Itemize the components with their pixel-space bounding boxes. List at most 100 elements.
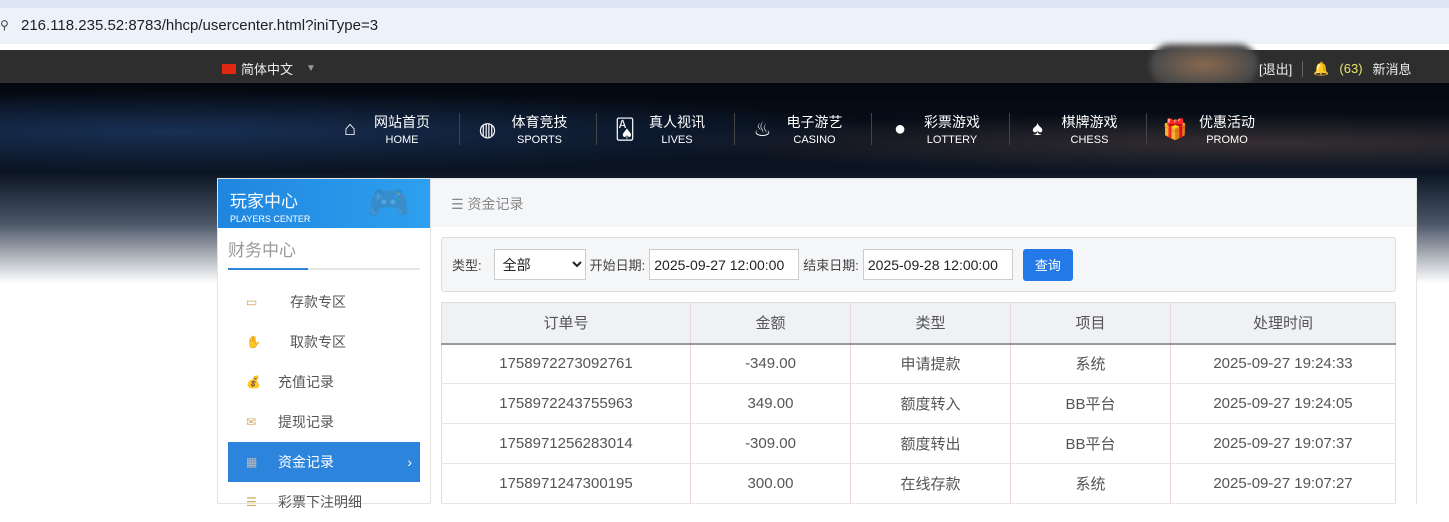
nav-sublabel: LIVES [661, 134, 693, 146]
nav-label: 优惠活动 [1199, 114, 1255, 130]
table-cell: 在线存款 [850, 463, 1011, 504]
nav-label: 电子游艺 [786, 114, 843, 130]
top-bar: 简体中文 ▼ [退出] 🔔 (63) 新消息 [0, 44, 1449, 86]
table-row: 1758972273092761 -349.00 申请提款 系统 2025-09-27 … [441, 343, 1396, 384]
site-info-icon[interactable]: ⚲ [0, 18, 9, 32]
url-text[interactable]: 216.118.235.52:8783/hhcp/usercenter.html… [21, 17, 379, 34]
type-label: 类型: [452, 258, 482, 273]
start-date-input[interactable] [649, 249, 800, 280]
end-date-input[interactable] [862, 249, 1013, 280]
column-header: 类型 [850, 302, 1011, 345]
table-cell: 2025-09-27 19:24:05 [1170, 383, 1396, 424]
start-date-label: 开始日期: [589, 258, 646, 273]
nav-label: 棋牌游戏 [1061, 114, 1118, 130]
nav-label: 体育竞技 [511, 114, 568, 130]
nav-item-sports[interactable]: ◍ 体育竞技 SPORTS [460, 113, 597, 146]
sidebar-item[interactable]: ☰ 彩票下注明细 [228, 482, 420, 522]
nav-sublabel: SPORTS [516, 134, 563, 146]
table-cell: 1758972243755963 [441, 383, 691, 424]
section-heading: 财务中心 [228, 236, 420, 270]
sidebar-item-icon: ✋ [246, 335, 261, 349]
message-count[interactable]: (63) [1339, 61, 1363, 76]
caret-down-icon: ▼ [306, 63, 316, 74]
main-panel: ☰ 资金记录 类型: 全部 开始日期: 结束日期: 查询 订单号金额类型项目处理… [431, 178, 1417, 504]
language-label: 简体中文 [241, 62, 294, 77]
nav-label: 彩票游戏 [924, 114, 980, 130]
nav-item-lottery[interactable]: ● 彩票游戏 LOTTERY [872, 113, 1010, 146]
browser-tab-strip [0, 0, 1449, 8]
table-cell: 2025-09-27 19:24:33 [1170, 343, 1396, 384]
sidebar-item-label: 彩票下注明细 [278, 494, 362, 510]
table-cell: 1758971256283014 [441, 423, 691, 464]
blurred-username [1150, 44, 1258, 86]
divider [1302, 60, 1304, 77]
nav-lottery-icon: ● [893, 117, 907, 140]
china-flag-icon [222, 63, 236, 74]
nav-item-home[interactable]: ⌂ 网站首页 HOME [322, 113, 460, 146]
table-cell: -309.00 [690, 423, 851, 464]
browser-address-bar: ⚲ 216.118.235.52:8783/hhcp/usercenter.ht… [0, 0, 1449, 48]
sidebar-item-label: 充值记录 [278, 374, 334, 390]
table-cell: 1758972273092761 [441, 343, 691, 384]
sidebar-item-label: 取款专区 [290, 334, 346, 350]
nav-item-promo[interactable]: 🎁 优惠活动 PROMO [1147, 113, 1285, 146]
gamepad-icon: 🎮 [367, 184, 410, 222]
nav-sports-icon: ◍ [478, 118, 497, 141]
breadcrumb: ☰ 资金记录 [431, 179, 1416, 227]
end-date-label: 结束日期: [803, 258, 859, 273]
messages-link[interactable]: 新消息 [1372, 62, 1412, 77]
nav-item-casino[interactable]: ♨ 电子游艺 CASINO [735, 113, 872, 146]
nav-label: 网站首页 [374, 114, 430, 130]
sidebar-item-icon: ☰ [246, 495, 257, 509]
breadcrumb-text: 资金记录 [467, 196, 524, 212]
table-header: 订单号 金额 类型 项目 处理时间 [441, 302, 1396, 345]
nav-sublabel: PROMO [1206, 134, 1248, 146]
table-cell: 系统 [1010, 343, 1171, 384]
records-table: 订单号 金额 类型 项目 处理时间 1758972273092761 -349.00 申请提… [441, 302, 1396, 504]
bell-icon[interactable]: 🔔 [1313, 60, 1330, 76]
nav-lives-icon: 🂡 [614, 118, 636, 141]
table-cell: 349.00 [690, 383, 851, 424]
table-row: 1758971247300195 300.00 在线存款 系统 2025-09-27 1… [441, 463, 1396, 504]
nav-promo-icon: 🎁 [1162, 118, 1188, 141]
table-cell: 系统 [1010, 463, 1171, 504]
nav-sublabel: LOTTERY [926, 134, 978, 146]
language-selector[interactable]: 简体中文 ▼ [222, 59, 316, 78]
sidebar-item[interactable]: ✋ 取款专区 [228, 322, 420, 362]
type-select[interactable]: 全部 [493, 249, 586, 280]
sidebar-item-icon: ✉ [246, 415, 257, 429]
table-cell: 300.00 [690, 463, 851, 504]
chevron-right-icon: › [407, 454, 412, 470]
sidebar-item[interactable]: ▦ 资金记录 › [228, 442, 420, 482]
url-bar[interactable] [0, 8, 1449, 44]
table-row: 1758972243755963 349.00 额度转入 BB平台 2025-09-27… [441, 383, 1396, 424]
table-row: 1758971256283014 -309.00 额度转出 BB平台 2025-09-2… [441, 423, 1396, 464]
section-title: 财务中心 [228, 241, 296, 260]
nav-home-icon: ⌂ [343, 117, 357, 140]
logout-link[interactable]: [退出] [1259, 62, 1293, 77]
column-header: 订单号 [441, 302, 691, 345]
sidebar-item[interactable]: ✉ 提现记录 [228, 402, 420, 442]
sidebar-item-label: 存款专区 [290, 294, 346, 310]
nav-item-lives[interactable]: 🂡 真人视讯 LIVES [597, 113, 735, 146]
table-cell: 申请提款 [850, 343, 1011, 384]
table-cell: -349.00 [690, 343, 851, 384]
nav-sublabel: CASINO [793, 134, 836, 146]
table-cell: BB平台 [1010, 383, 1171, 424]
nav-sublabel: HOME [385, 134, 419, 146]
column-header: 项目 [1010, 302, 1171, 345]
sidebar-item-label: 资金记录 [278, 454, 334, 470]
table-cell: BB平台 [1010, 423, 1171, 464]
sidebar-item[interactable]: 💰 充值记录 [228, 362, 420, 402]
menu-icon: ☰ [451, 196, 464, 212]
sidebar-item[interactable]: ▭ 存款专区 [228, 282, 420, 322]
search-button[interactable]: 查询 [1022, 248, 1073, 281]
nav-label: 真人视讯 [649, 114, 705, 130]
table-cell: 2025-09-27 19:07:37 [1170, 423, 1396, 464]
sidebar-menu: ▭ 存款专区 ✋ 取款专区 💰 充值记录 ✉ 提现记录 ▦ 资金记录 › ☰ 彩票下注明细 [218, 282, 430, 522]
nav-chess-icon: ♠ [1032, 117, 1043, 140]
nav-item-chess[interactable]: ♠ 棋牌游戏 CHESS [1010, 113, 1147, 146]
sidebar-item-icon: ▦ [246, 455, 258, 469]
sidebar-subtitle: PLAYERS CENTER [230, 214, 311, 224]
sidebar: 玩家中心 PLAYERS CENTER 🎮 财务中心 ▭ 存款专区 ✋ 取款专区 💰 充值… [217, 178, 431, 510]
